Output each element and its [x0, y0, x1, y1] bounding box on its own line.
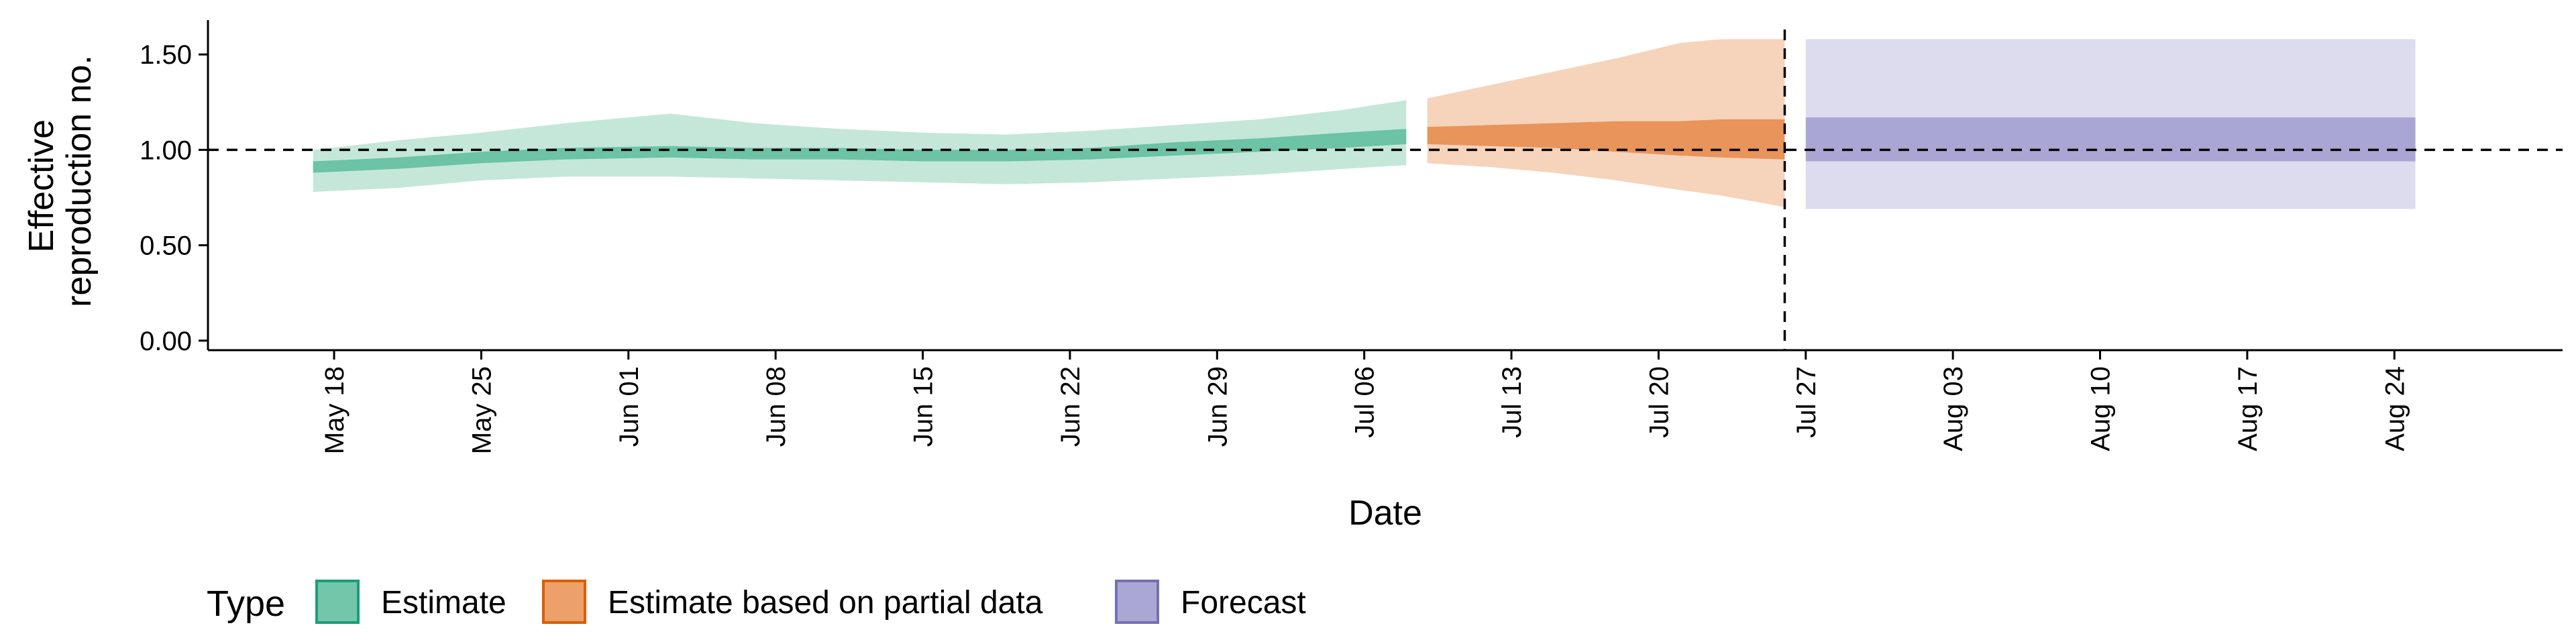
y-axis-title-line-1: Effective: [22, 119, 61, 252]
reference-lines: [208, 30, 2563, 350]
legend-label: Forecast: [1181, 585, 1306, 621]
x-tick-label: Jul 20: [1644, 366, 1674, 438]
band-90-estimate: [313, 100, 1407, 192]
y-tick-label: 0.50: [140, 231, 192, 261]
y-axis-title: Effective reproduction no.: [22, 55, 99, 307]
legend: Type Estimate Estimate based on partial d…: [207, 580, 1306, 624]
band-50-forecast: [1805, 117, 2416, 162]
y-ticks: 0.00 0.50 1.00 1.50: [140, 40, 208, 356]
x-axis-title: Date: [1348, 494, 1422, 533]
legend-label: Estimate based on partial data: [608, 585, 1043, 621]
y-axis-title-line-2: reproduction no.: [60, 55, 99, 307]
x-tick-label: Jun 15: [909, 366, 938, 447]
legend-title: Type: [207, 584, 285, 624]
uncertainty-bands: [313, 39, 2416, 209]
band-50-estimate: [313, 129, 1407, 173]
axes: [207, 20, 2563, 352]
x-tick-label: Aug 17: [2233, 366, 2263, 451]
y-tick-label: 0.00: [140, 327, 192, 356]
x-ticks: May 18 May 25 Jun 01 Jun 08 Jun 15 Jun 22 Jun …: [320, 350, 2410, 454]
x-tick-label: Jun 01: [614, 366, 644, 447]
x-tick-label: Jul 27: [1792, 366, 1821, 438]
x-tick-label: Aug 03: [1939, 366, 1968, 451]
y-tick-label: 1.00: [140, 136, 192, 165]
x-tick-label: Jun 08: [761, 366, 791, 447]
legend-swatch: [1115, 580, 1159, 624]
y-tick-label: 1.50: [140, 40, 192, 70]
legend-label: Estimate: [381, 585, 506, 621]
x-tick-label: Jun 29: [1203, 366, 1232, 447]
x-tick-label: Aug 24: [2380, 366, 2410, 451]
x-tick-label: Jul 13: [1497, 366, 1527, 438]
x-tick-label: May 18: [320, 366, 350, 454]
x-tick-label: May 25: [467, 366, 496, 454]
legend-swatch: [542, 580, 586, 624]
x-tick-label: Aug 10: [2086, 366, 2116, 451]
x-tick-label: Jun 22: [1056, 366, 1085, 447]
legend-swatch: [315, 580, 360, 624]
x-tick-label: Jul 06: [1350, 366, 1380, 438]
